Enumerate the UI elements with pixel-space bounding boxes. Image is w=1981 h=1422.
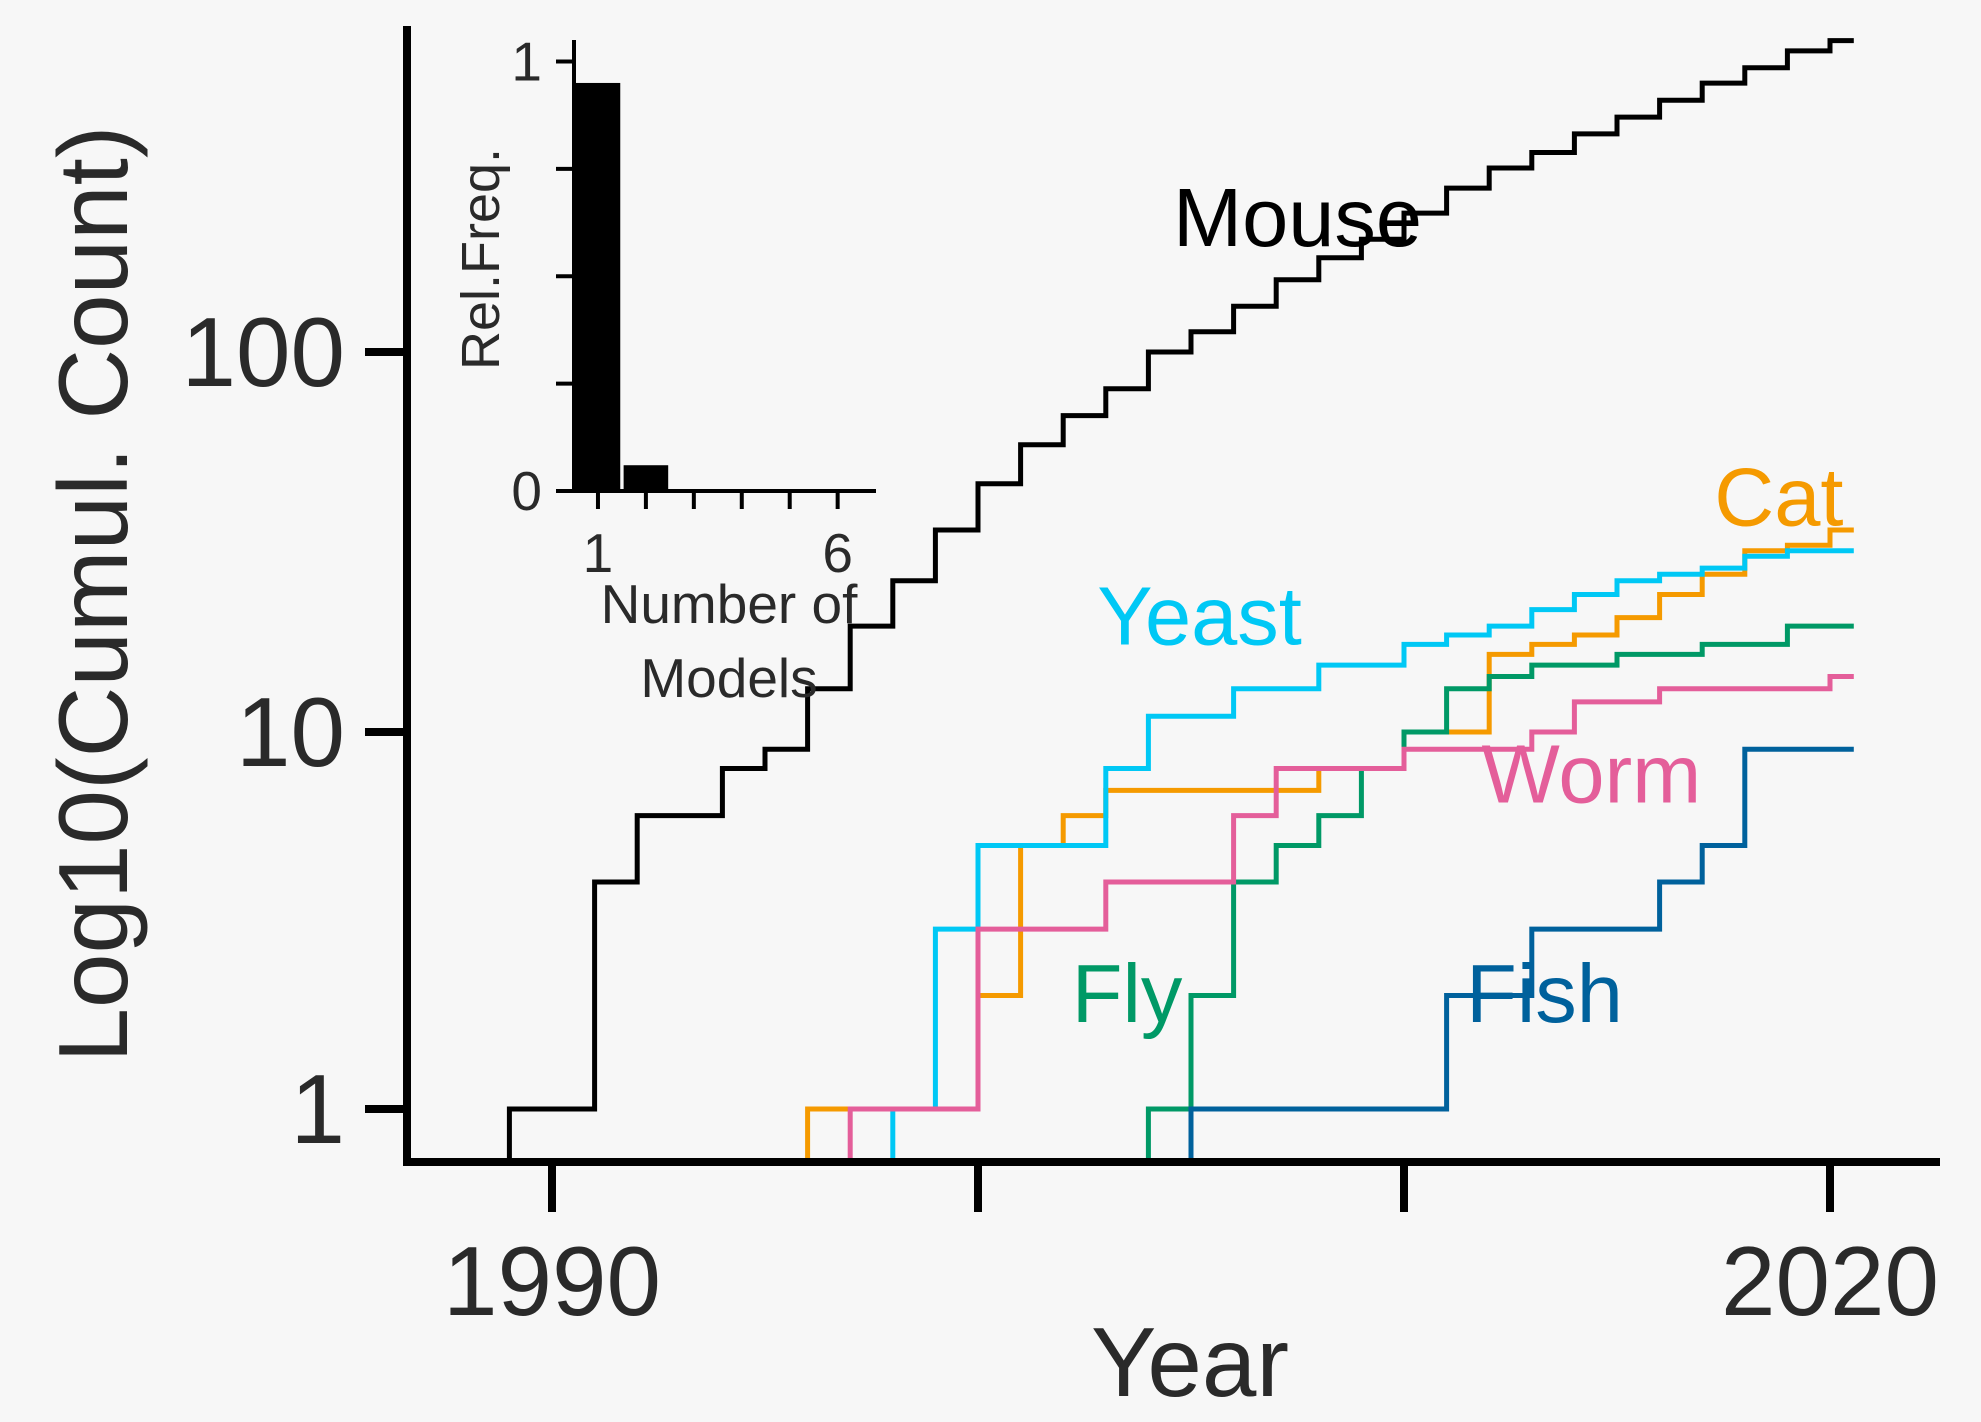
inset-x-tick-label-6: 6 [822,522,853,584]
series-label-fly: Fly [1072,947,1183,1040]
inset-x-tick-label-1: 1 [583,522,614,584]
inset-bar-2 [623,465,669,491]
series-label-worm: Worm [1482,728,1702,821]
series-worm-line [847,674,1854,1165]
main-y-tick-label-10: 10 [236,677,345,787]
series-label-fish: Fish [1466,947,1623,1040]
main-y-axis-label: Log10(Cumul. Count) [38,126,148,1063]
inset-bar-1 [575,82,621,491]
series-label-yeast: Yeast [1097,569,1302,662]
series-fish-line [1188,746,1854,1165]
main-x-tick-label-2020: 2020 [1721,1226,1939,1336]
main-series-group [506,38,1854,1165]
main-series-labels: Mouse Cat Yeast Fly Worm Fish [1072,171,1844,1040]
inset-x-axis-label-first-line: Number of [601,573,858,635]
inset-y-ticks: 01 [511,30,574,522]
inset-x-axis-label-line1: Number of Models [601,573,858,709]
main-x-ticks: 1990 2020 [443,1162,1939,1336]
inset-bars [575,82,765,493]
main-x-tick-label-1990: 1990 [443,1226,661,1336]
series-mouse-line [506,38,1854,1165]
main-y-ticks: 1 10 100 [181,297,407,1164]
main-y-tick-label-100: 100 [181,297,345,407]
main-x-axis-label: Year [1091,1307,1289,1417]
series-label-cat: Cat [1714,450,1843,543]
series-label-mouse: Mouse [1173,171,1422,264]
inset-x-axis-label-second-line: Models [640,647,817,709]
series-yeast-line [890,548,1854,1165]
main-y-tick-label-1: 1 [290,1054,345,1164]
inset-y-tick-label-1: 1 [511,30,542,92]
inset-y-axis-label: Rel.Freq. [451,148,511,370]
inset-y-tick-label-0: 0 [511,460,542,522]
